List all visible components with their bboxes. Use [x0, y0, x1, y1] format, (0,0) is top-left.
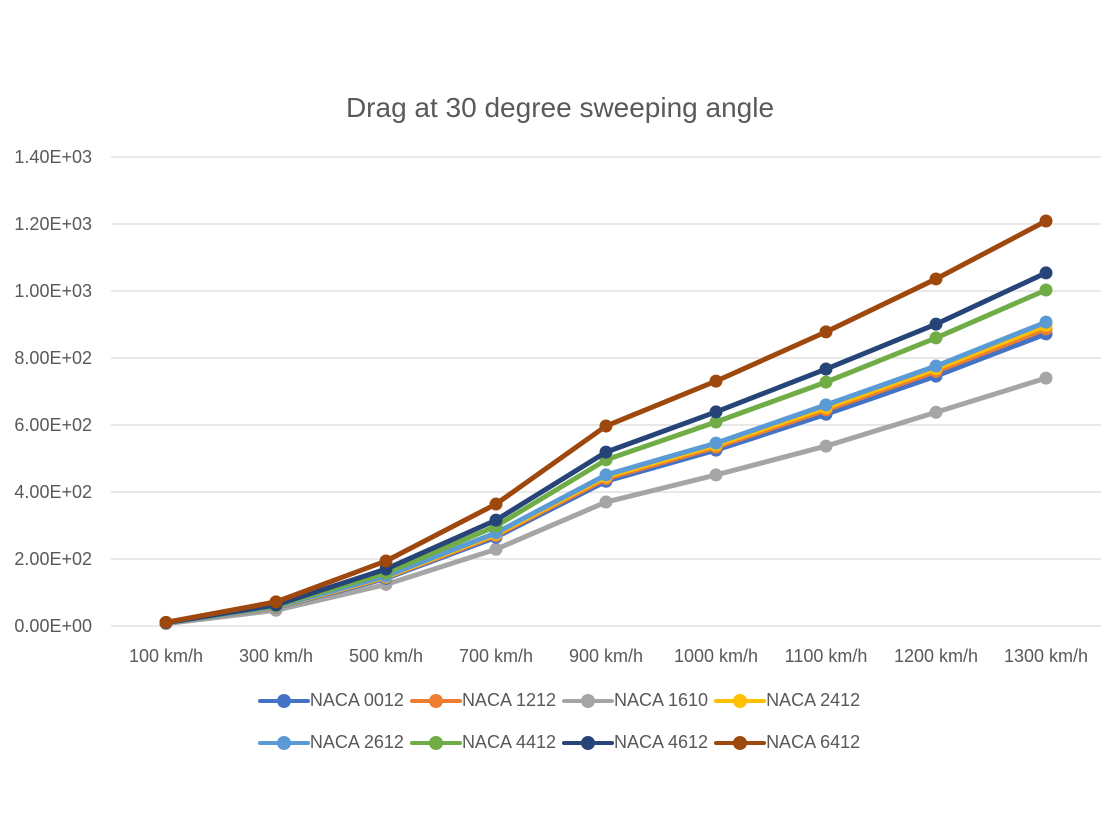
legend-item: NACA 6412	[714, 732, 860, 753]
data-point	[599, 419, 613, 433]
legend-label: NACA 0012	[309, 690, 404, 710]
legend-label: NACA 2612	[309, 732, 404, 752]
x-tick-label: 500 km/h	[349, 646, 423, 666]
legend-label: NACA 1610	[614, 690, 709, 710]
x-tick-label: 1200 km/h	[894, 646, 978, 666]
legend-line-marker-icon	[409, 733, 462, 753]
data-point	[929, 317, 943, 331]
data-point	[709, 374, 723, 388]
data-point	[929, 331, 943, 345]
data-point	[709, 405, 723, 419]
y-tick-label: 8.00E+02	[14, 348, 92, 368]
y-tick-label: 1.40E+03	[14, 147, 92, 167]
data-point	[709, 436, 723, 450]
data-point	[819, 398, 833, 412]
series-group	[159, 214, 1053, 631]
x-tick-label: 900 km/h	[569, 646, 643, 666]
legend-line-marker-icon	[562, 691, 614, 711]
data-point	[599, 495, 613, 509]
data-point	[709, 415, 723, 429]
data-point	[269, 595, 283, 609]
legend-line-marker-icon	[257, 733, 310, 753]
data-point	[929, 272, 943, 286]
data-point	[1039, 283, 1053, 297]
chart-title: Drag at 30 degree sweeping angle	[346, 92, 774, 123]
data-point	[1039, 266, 1053, 280]
legend-line-marker-icon	[714, 691, 767, 711]
x-tick-label: 700 km/h	[459, 646, 533, 666]
legend-item: NACA 4412	[409, 732, 556, 753]
y-tick-label: 2.00E+02	[14, 549, 92, 569]
legend-label: NACA 1212	[461, 690, 556, 710]
x-tick-label: 1100 km/h	[785, 646, 868, 666]
legend-label: NACA 6412	[766, 732, 861, 752]
y-tick-label: 4.00E+02	[14, 482, 92, 502]
x-tick-label: 300 km/h	[239, 646, 313, 666]
data-point	[599, 445, 613, 459]
legend-line-marker-icon	[257, 691, 310, 711]
data-point	[379, 554, 393, 568]
series-naca-6412	[159, 214, 1053, 629]
legend-line-marker-icon	[714, 733, 767, 753]
y-tick-label: 1.00E+03	[14, 281, 92, 301]
legend-row-1: NACA 0012 NACA 1212 NACA 1610 NACA 2412	[0, 690, 1120, 711]
legend-row-2: NACA 2612 NACA 4412 NACA 4612 NACA 6412	[0, 732, 1120, 753]
data-point	[819, 362, 833, 376]
data-point	[929, 359, 943, 373]
data-point	[819, 325, 833, 339]
data-point	[599, 468, 613, 482]
series-naca-1610	[159, 371, 1053, 631]
legend-label: NACA 4612	[614, 732, 709, 752]
gridlines	[111, 156, 1101, 627]
x-tick-label: 1300 km/h	[1004, 646, 1088, 666]
data-point	[1039, 214, 1053, 228]
legend-item: NACA 4612	[562, 732, 708, 753]
data-point	[489, 542, 503, 556]
legend-label: NACA 4412	[461, 732, 556, 752]
legend-line-marker-icon	[562, 733, 614, 753]
y-axis-ticks: 0.00E+00 2.00E+02 4.00E+02 6.00E+02 8.00E+02…	[14, 147, 92, 636]
legend-item: NACA 2412	[714, 690, 860, 711]
x-axis-ticks: 100 km/h 300 km/h 500 km/h 700 km/h 900 km/h…	[129, 646, 1088, 666]
data-point	[709, 468, 723, 482]
data-point	[1039, 371, 1053, 385]
legend-label: NACA 2412	[766, 690, 861, 710]
data-point	[929, 405, 943, 419]
data-point	[1039, 315, 1053, 329]
data-point	[489, 497, 503, 511]
series-naca-2612	[159, 315, 1053, 630]
legend-item: NACA 2612	[257, 732, 404, 753]
data-point	[159, 615, 173, 629]
data-point	[489, 513, 503, 527]
legend-line-marker-icon	[409, 691, 462, 711]
data-point	[819, 375, 833, 389]
legend-item: NACA 1212	[409, 690, 556, 711]
legend-item: NACA 0012	[257, 690, 404, 711]
x-tick-label: 100 km/h	[129, 646, 203, 666]
x-tick-label: 1000 km/h	[674, 646, 758, 666]
data-point	[819, 439, 833, 453]
series-naca-4612	[159, 266, 1053, 630]
y-tick-label: 1.20E+03	[14, 214, 92, 234]
y-tick-label: 0.00E+00	[14, 616, 92, 636]
y-tick-label: 6.00E+02	[14, 415, 92, 435]
legend-item: NACA 1610	[562, 690, 708, 711]
